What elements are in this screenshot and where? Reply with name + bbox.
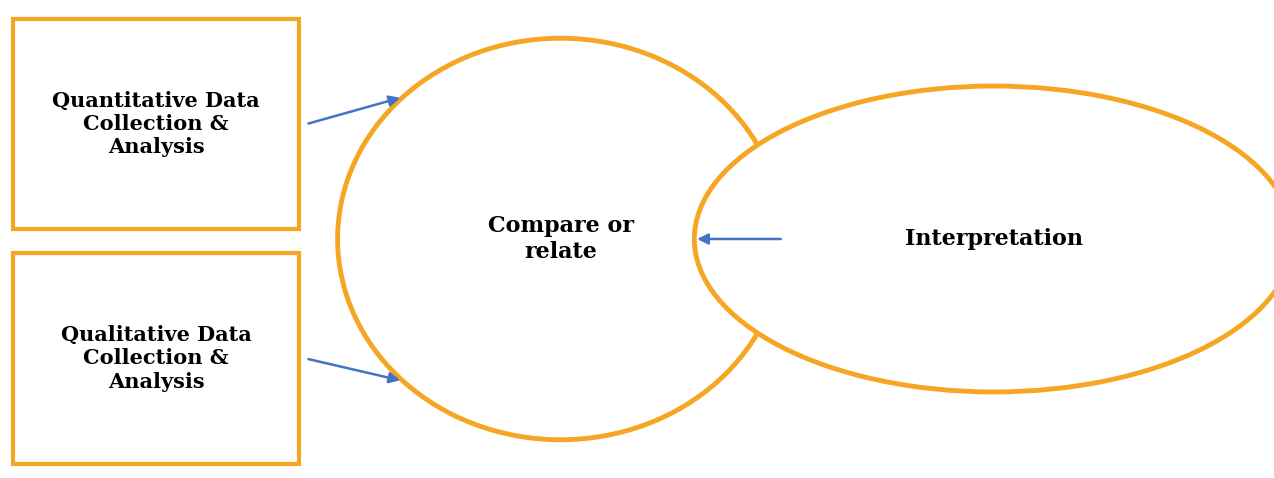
- Ellipse shape: [694, 86, 1274, 392]
- Text: Compare or
relate: Compare or relate: [488, 215, 633, 263]
- Text: Qualitative Data
Collection &
Analysis: Qualitative Data Collection & Analysis: [61, 326, 251, 391]
- FancyBboxPatch shape: [13, 253, 299, 464]
- Ellipse shape: [338, 38, 784, 440]
- FancyBboxPatch shape: [13, 19, 299, 229]
- Text: Quantitative Data
Collection &
Analysis: Quantitative Data Collection & Analysis: [52, 91, 260, 157]
- Text: Interpretation: Interpretation: [905, 228, 1083, 250]
